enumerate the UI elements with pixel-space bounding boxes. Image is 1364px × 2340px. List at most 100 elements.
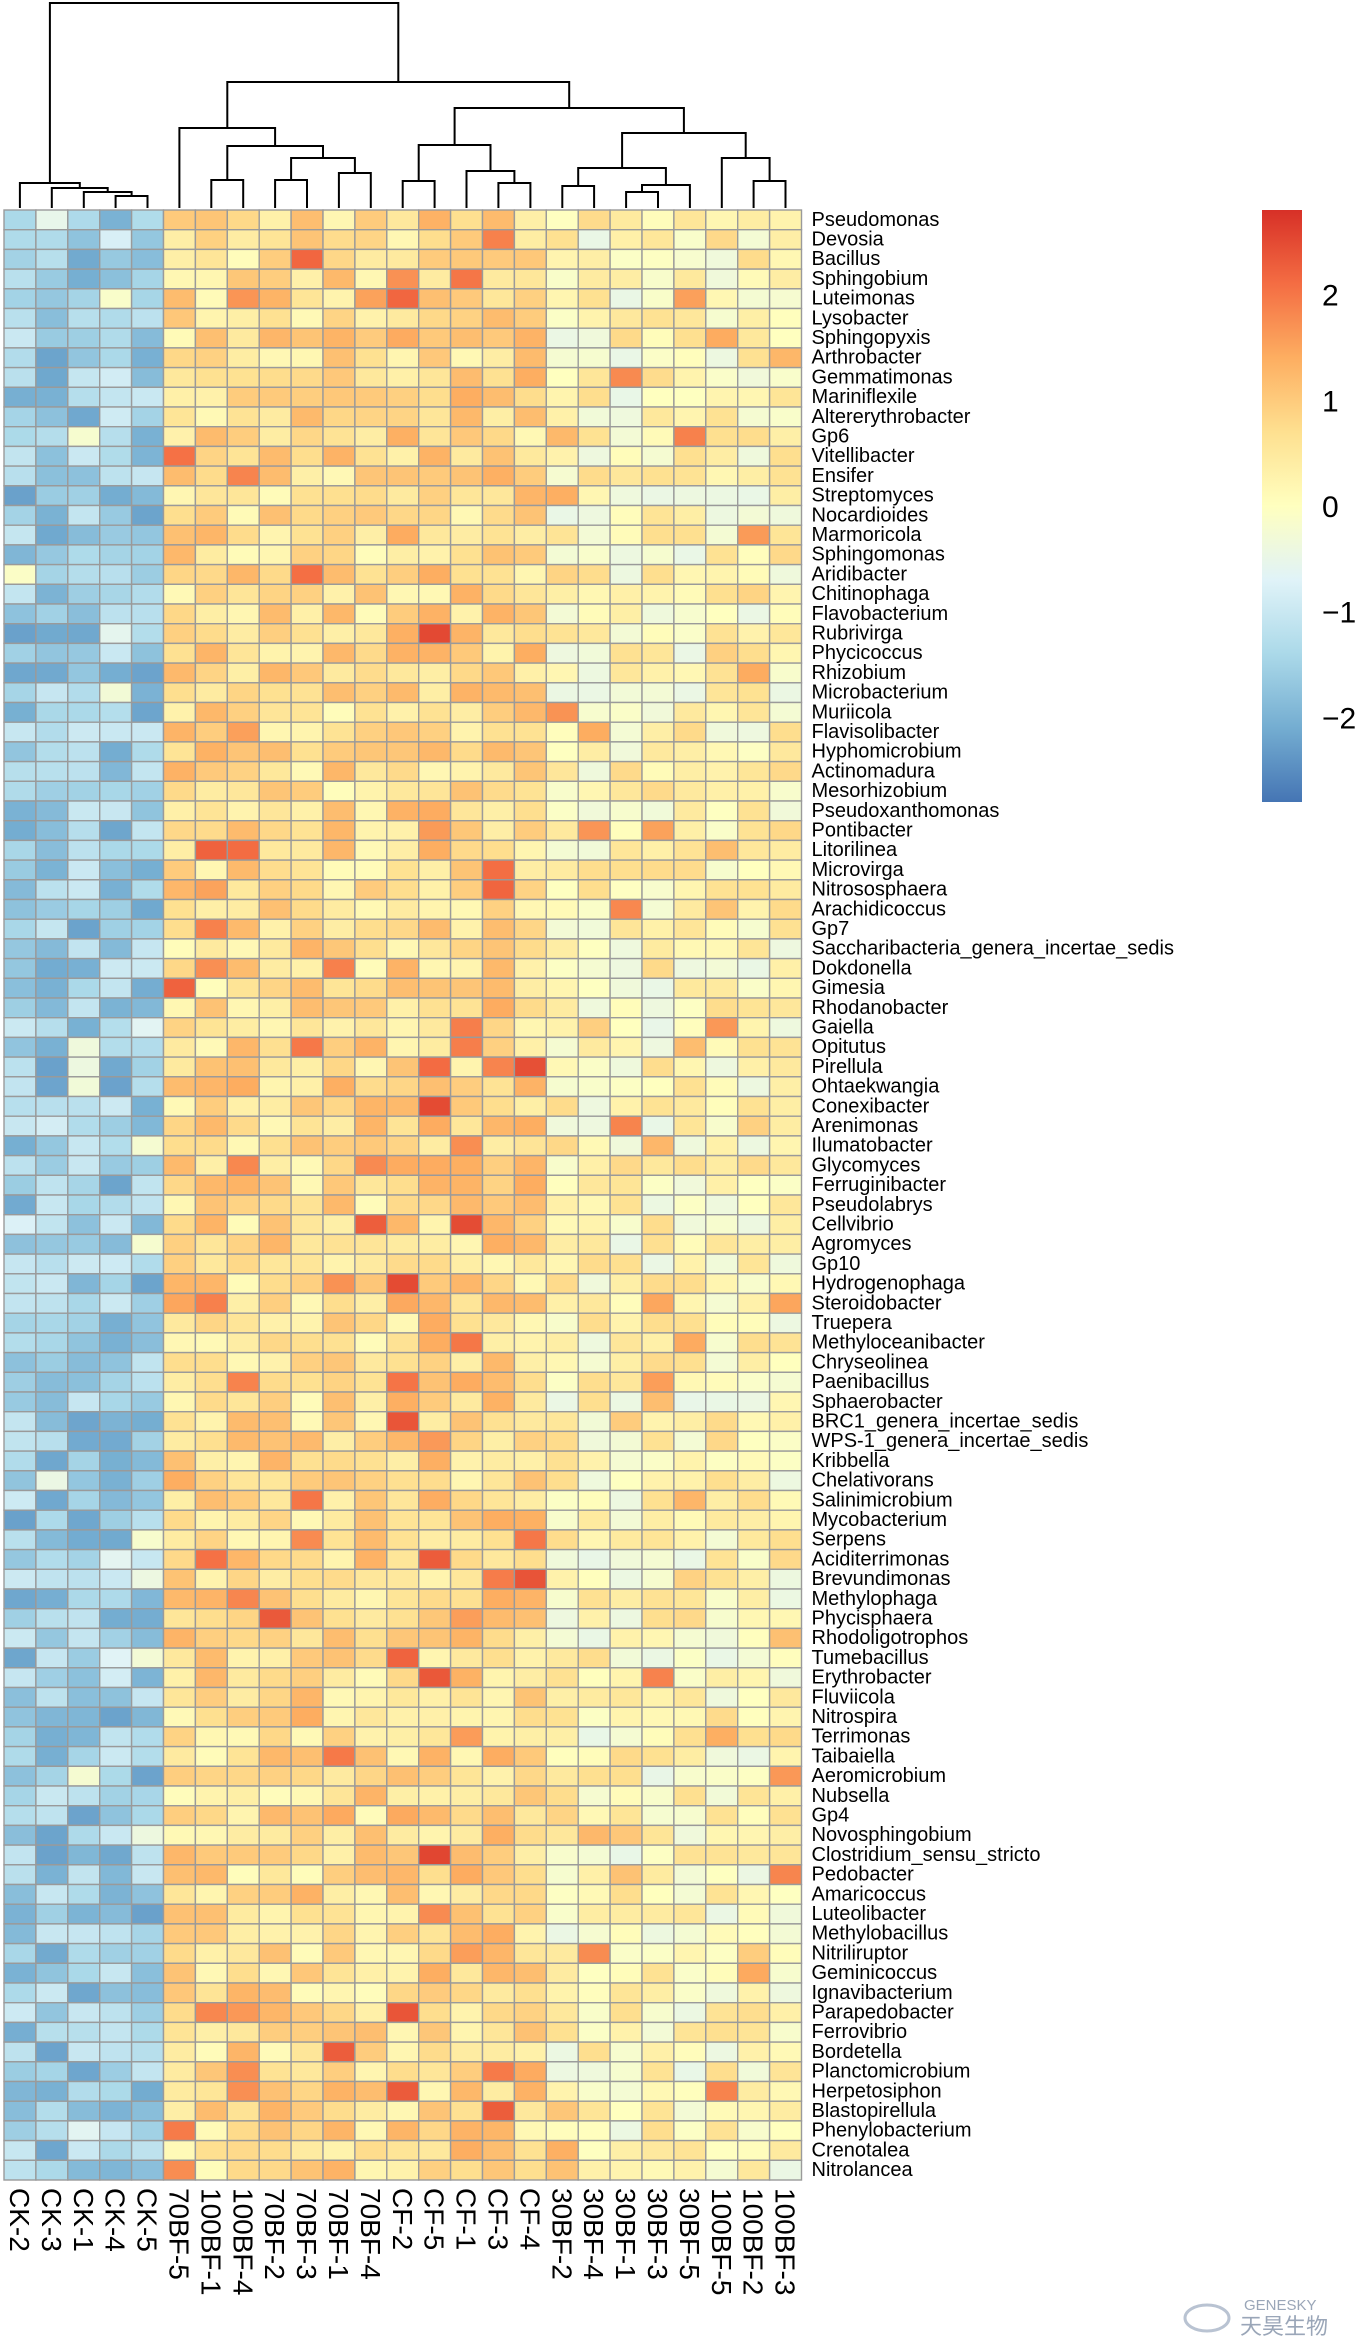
dendrogram-branch xyxy=(401,180,436,208)
heatmap-cell xyxy=(290,839,324,861)
heatmap-cell xyxy=(481,288,516,310)
heatmap-cell xyxy=(449,386,484,408)
heatmap-cell xyxy=(705,1233,739,1255)
heatmap-cell xyxy=(162,1076,197,1098)
heatmap-cell xyxy=(226,347,260,369)
heatmap-cell xyxy=(98,288,133,310)
heatmap-cell xyxy=(130,1982,165,2004)
heatmap-cell xyxy=(130,1588,165,1610)
heatmap-cell xyxy=(545,2080,579,2102)
heatmap-cell xyxy=(513,1430,548,1452)
heatmap-cell xyxy=(290,859,324,881)
heatmap-cell xyxy=(162,1824,197,1846)
heatmap-cell xyxy=(418,1903,452,1925)
heatmap-cell xyxy=(545,760,579,782)
heatmap-cell xyxy=(194,1765,228,1787)
heatmap-cell xyxy=(354,2139,388,2162)
heatmap-cell xyxy=(258,780,292,802)
heatmap-cell xyxy=(322,2080,356,2102)
heatmap-cell xyxy=(354,366,388,389)
heatmap-cell xyxy=(322,682,356,704)
heatmap-cell xyxy=(737,760,771,782)
heatmap-cell xyxy=(226,2041,260,2063)
heatmap-cell xyxy=(513,918,548,940)
row-label: Luteimonas xyxy=(812,288,915,310)
heatmap-cell xyxy=(386,1351,420,1373)
heatmap-cell xyxy=(513,1844,548,1866)
heatmap-cell xyxy=(98,721,133,743)
heatmap-cell xyxy=(130,268,165,290)
heatmap-cell xyxy=(768,347,803,369)
heatmap-cell xyxy=(705,1588,739,1610)
heatmap-cell xyxy=(226,1804,260,1827)
heatmap-cell xyxy=(481,1667,516,1689)
heatmap-cell xyxy=(35,426,69,448)
heatmap-cell xyxy=(609,426,643,448)
heatmap-cell xyxy=(737,997,771,1019)
heatmap-cell xyxy=(258,859,292,881)
heatmap-cell xyxy=(641,879,675,901)
heatmap-cell xyxy=(545,898,579,920)
heatmap-cell xyxy=(737,721,771,743)
heatmap-cell xyxy=(130,1351,165,1373)
heatmap-cell xyxy=(737,1804,771,1827)
heatmap-cell xyxy=(226,938,260,960)
heatmap-cell xyxy=(768,1667,803,1689)
heatmap-cell xyxy=(449,1115,484,1137)
heatmap-cell xyxy=(386,957,420,979)
heatmap-cell xyxy=(226,800,260,822)
heatmap-cell xyxy=(130,583,165,605)
heatmap-cell xyxy=(130,524,165,546)
row-label: Flavisolibacter xyxy=(812,721,940,743)
heatmap-cell xyxy=(35,1410,69,1433)
heatmap-cell xyxy=(35,2041,69,2063)
heatmap-cell xyxy=(418,918,452,940)
heatmap-cell xyxy=(290,721,324,743)
heatmap-cell xyxy=(258,1667,292,1689)
heatmap-cell xyxy=(705,544,739,566)
heatmap-cell xyxy=(577,1351,611,1373)
heatmap-cell xyxy=(3,701,37,723)
heatmap-cell xyxy=(673,1686,707,1708)
heatmap-cell xyxy=(737,800,771,822)
heatmap-cell xyxy=(577,1548,611,1570)
heatmap-cell xyxy=(194,1667,228,1689)
heatmap-cell xyxy=(577,2021,611,2043)
heatmap-cell xyxy=(577,1391,611,1413)
color-legend: 210−1−2 xyxy=(1262,210,1356,802)
heatmap-cell xyxy=(35,1273,69,1295)
heatmap-cell xyxy=(737,859,771,881)
heatmap-cell xyxy=(194,957,228,979)
heatmap-cell xyxy=(737,1509,771,1531)
row-label: Devosia xyxy=(812,228,885,250)
heatmap-cell xyxy=(449,268,484,290)
heatmap-cell xyxy=(354,997,388,1019)
heatmap-cell xyxy=(577,1883,611,1905)
heatmap-cell xyxy=(322,1667,356,1689)
heatmap-cell xyxy=(609,1233,643,1255)
heatmap-cell xyxy=(194,583,228,605)
heatmap-cell xyxy=(545,1391,579,1413)
heatmap-cell xyxy=(67,445,101,467)
heatmap-cell xyxy=(258,209,292,231)
heatmap-cell xyxy=(162,406,197,428)
row-label: Terrimonas xyxy=(812,1726,911,1748)
heatmap-cell xyxy=(35,603,69,625)
heatmap-cell xyxy=(226,1174,260,1196)
heatmap-cell xyxy=(609,504,643,526)
heatmap-cell xyxy=(418,1785,452,1807)
heatmap-cell xyxy=(768,563,803,585)
heatmap-cell xyxy=(98,268,133,290)
heatmap-cell xyxy=(386,1686,420,1708)
heatmap-cell xyxy=(449,898,484,920)
heatmap-cell xyxy=(449,524,484,546)
heatmap-cell xyxy=(705,1470,739,1492)
heatmap-cell xyxy=(513,1489,548,1511)
heatmap-cell xyxy=(577,347,611,369)
heatmap-cell xyxy=(322,839,356,861)
heatmap-cell xyxy=(35,642,69,664)
heatmap-cell xyxy=(705,2159,739,2181)
heatmap-cell xyxy=(768,1529,803,1551)
heatmap-cell xyxy=(290,977,324,999)
heatmap-cell xyxy=(67,544,101,566)
